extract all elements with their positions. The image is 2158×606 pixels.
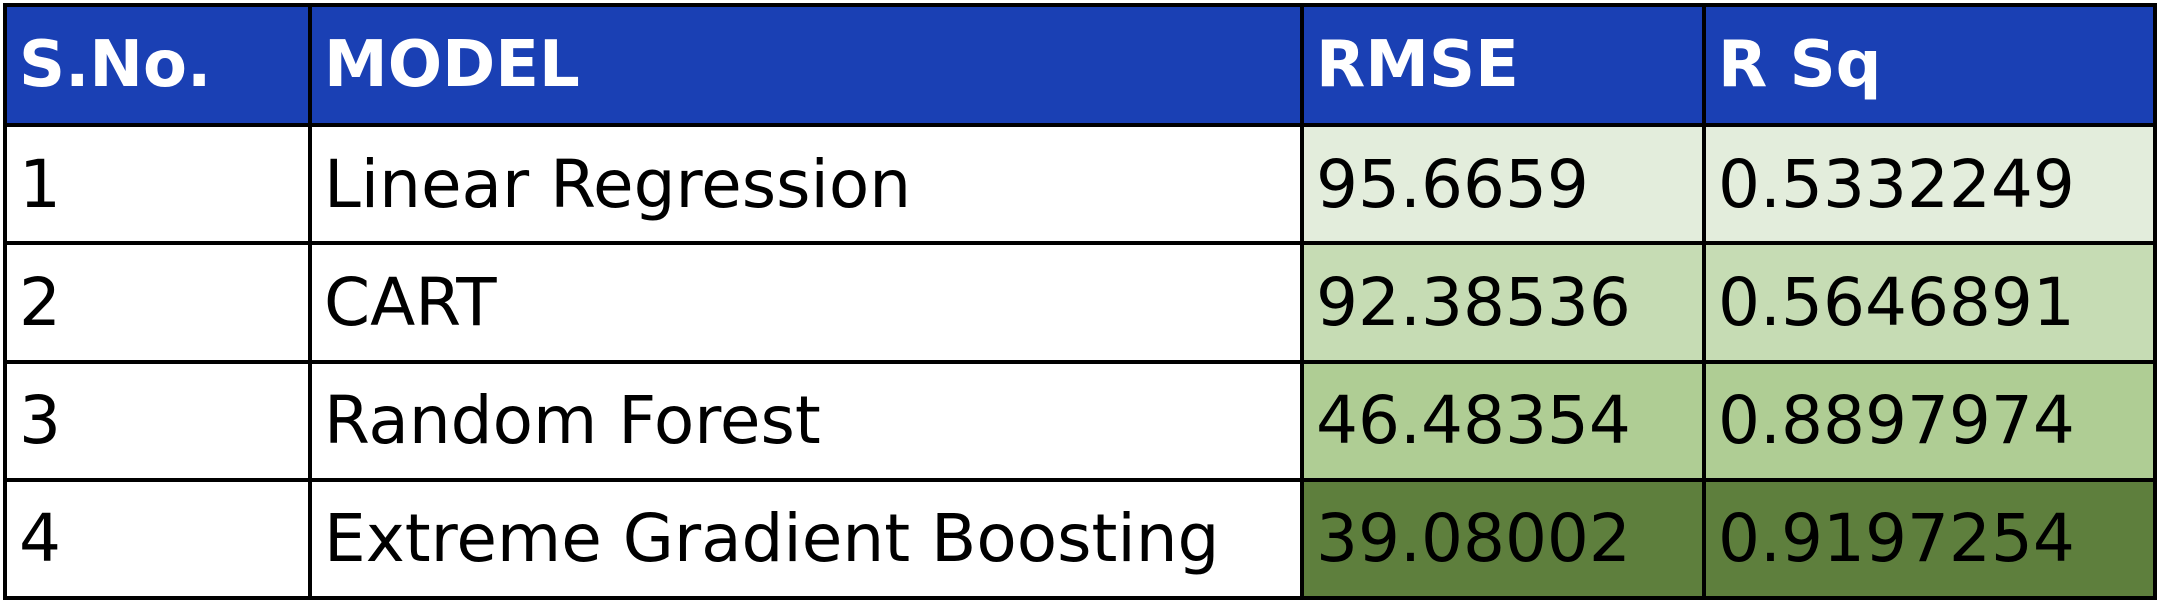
header-sno: S.No. xyxy=(3,3,312,127)
cell-rsq: 0.8897974 xyxy=(1702,359,2157,482)
cell-rmse: 92.38536 xyxy=(1300,241,1706,364)
table-row: 1 Linear Regression 95.6659 0.5332249 xyxy=(3,122,2157,246)
cell-model: Extreme Gradient Boosting xyxy=(308,477,1304,601)
cell-rmse: 46.48354 xyxy=(1300,359,1706,482)
table-row: 4 Extreme Gradient Boosting 39.08002 0.9… xyxy=(3,477,2157,601)
cell-model: CART xyxy=(308,241,1304,364)
cell-sno: 3 xyxy=(3,359,312,482)
header-rmse: RMSE xyxy=(1300,3,1706,127)
header-rsq: R Sq xyxy=(1702,3,2157,127)
table-header-row: S.No. MODEL RMSE R Sq xyxy=(3,3,2157,127)
model-comparison-table: S.No. MODEL RMSE R Sq 1 Linear Regressio… xyxy=(3,3,2157,601)
cell-model: Linear Regression xyxy=(308,122,1304,246)
cell-model: Random Forest xyxy=(308,359,1304,482)
cell-sno: 4 xyxy=(3,477,312,601)
cell-rsq: 0.9197254 xyxy=(1702,477,2157,601)
cell-rmse: 39.08002 xyxy=(1300,477,1706,601)
cell-rsq: 0.5332249 xyxy=(1702,122,2157,246)
header-model: MODEL xyxy=(308,3,1304,127)
cell-sno: 2 xyxy=(3,241,312,364)
cell-sno: 1 xyxy=(3,122,312,246)
cell-rmse: 95.6659 xyxy=(1300,122,1706,246)
table-row: 2 CART 92.38536 0.5646891 xyxy=(3,241,2157,364)
cell-rsq: 0.5646891 xyxy=(1702,241,2157,364)
table-row: 3 Random Forest 46.48354 0.8897974 xyxy=(3,359,2157,482)
